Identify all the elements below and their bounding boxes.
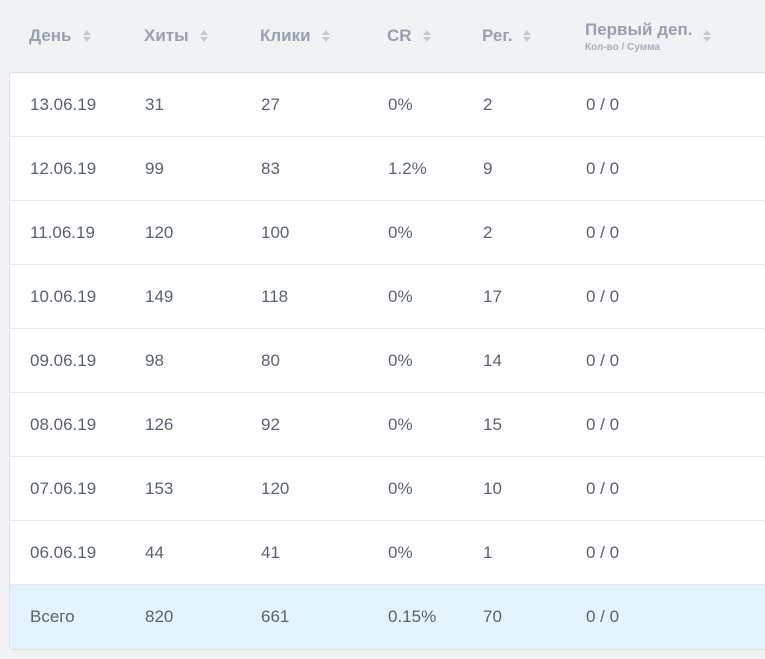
table-cell: 41 <box>261 543 280 562</box>
table-row: 09.06.19 98 80 0% 14 0 / 0 <box>10 329 765 393</box>
table-cell: 08.06.19 <box>30 415 97 434</box>
table-cell: 120 <box>261 479 290 498</box>
table-cell: 1 <box>483 543 493 562</box>
table-cell: 0% <box>388 287 413 306</box>
table-cell: 9 <box>483 159 493 178</box>
table-cell: 31 <box>145 95 164 114</box>
table-row: 13.06.19 31 27 0% 2 0 / 0 <box>10 73 765 137</box>
table-cell: 27 <box>261 95 280 114</box>
table-cell: 0 / 0 <box>586 159 620 178</box>
table-cell: 0% <box>388 543 413 562</box>
header-first-deposit[interactable]: Первый деп. Кол-во / Сумма <box>585 0 712 72</box>
table-cell: 820 <box>145 607 174 626</box>
table-cell: 0.15% <box>388 607 437 626</box>
table-cell: 14 <box>483 351 502 370</box>
table-cell: 15 <box>483 415 502 434</box>
table-cell: 11.06.19 <box>30 223 95 242</box>
table-cell: 100 <box>261 223 290 242</box>
table-body: 13.06.19 31 27 0% 2 0 / 0 12.06.19 99 83 1.2% 9 0 /… <box>9 72 765 650</box>
table-row: 07.06.19 153 120 0% 10 0 / 0 <box>10 457 765 521</box>
table-cell: 83 <box>261 159 280 178</box>
table-row: 08.06.19 126 92 0% 15 0 / 0 <box>10 393 765 457</box>
table-cell: 0 / 0 <box>586 479 620 498</box>
table-cell: 10 <box>483 479 502 498</box>
table-cell: 44 <box>145 543 164 562</box>
table-cell: 0% <box>388 223 413 242</box>
table-cell: 06.06.19 <box>30 543 97 562</box>
table-cell: 13.06.19 <box>30 95 97 114</box>
table-cell: 0% <box>388 415 413 434</box>
total-row: Всего 820 661 0.15% 70 0 / 0 <box>10 585 765 649</box>
table-row: 11.06.19 120 100 0% 2 0 / 0 <box>10 201 765 265</box>
sort-icon[interactable] <box>422 30 431 42</box>
table-cell: 12.06.19 <box>30 159 97 178</box>
sort-icon[interactable] <box>703 30 712 42</box>
table-cell: 99 <box>145 159 164 178</box>
table-cell: 10.06.19 <box>30 287 97 306</box>
table-cell: 07.06.19 <box>30 479 97 498</box>
sort-icon[interactable] <box>321 30 330 42</box>
table-row: 06.06.19 44 41 0% 1 0 / 0 <box>10 521 765 585</box>
table-cell: 0 / 0 <box>586 415 620 434</box>
table-row: 12.06.19 99 83 1.2% 9 0 / 0 <box>10 137 765 201</box>
header-reg[interactable]: Рег. <box>482 0 532 72</box>
table-cell: 98 <box>145 351 164 370</box>
header-clicks[interactable]: Клики <box>260 0 330 72</box>
header-cr[interactable]: CR <box>387 0 431 72</box>
header-day[interactable]: День <box>29 0 91 72</box>
table-cell: 0% <box>388 479 413 498</box>
sort-icon[interactable] <box>82 30 91 42</box>
table-cell: 2 <box>483 95 493 114</box>
table-cell: 661 <box>261 607 290 626</box>
table-cell: 0 / 0 <box>586 543 620 562</box>
table-row: 10.06.19 149 118 0% 17 0 / 0 <box>10 265 765 329</box>
table-header: День Хиты Клики CR Рег. Первый деп. Кол-… <box>0 0 765 72</box>
table-cell: 80 <box>261 351 280 370</box>
table-cell: 09.06.19 <box>30 351 97 370</box>
sort-icon[interactable] <box>523 30 532 42</box>
table-cell: Всего <box>30 607 75 626</box>
table-cell: 17 <box>483 287 502 306</box>
table-cell: 118 <box>261 287 289 306</box>
table-cell: 120 <box>145 223 174 242</box>
table-cell: 0 / 0 <box>586 607 620 626</box>
table-cell: 1.2% <box>388 159 427 178</box>
sort-icon[interactable] <box>199 30 208 42</box>
table-cell: 0 / 0 <box>586 223 620 242</box>
header-hits[interactable]: Хиты <box>144 0 208 72</box>
table-cell: 2 <box>483 223 493 242</box>
table-cell: 0% <box>388 351 413 370</box>
table-cell: 153 <box>145 479 174 498</box>
table-cell: 0 / 0 <box>586 95 620 114</box>
table-cell: 0 / 0 <box>586 287 620 306</box>
table-cell: 126 <box>145 415 174 434</box>
table-cell: 70 <box>483 607 502 626</box>
table-cell: 149 <box>145 287 174 306</box>
header-first-deposit-sub: Кол-во / Сумма <box>585 41 660 53</box>
table-cell: 0% <box>388 95 413 114</box>
table-cell: 0 / 0 <box>586 351 620 370</box>
table-cell: 92 <box>261 415 280 434</box>
